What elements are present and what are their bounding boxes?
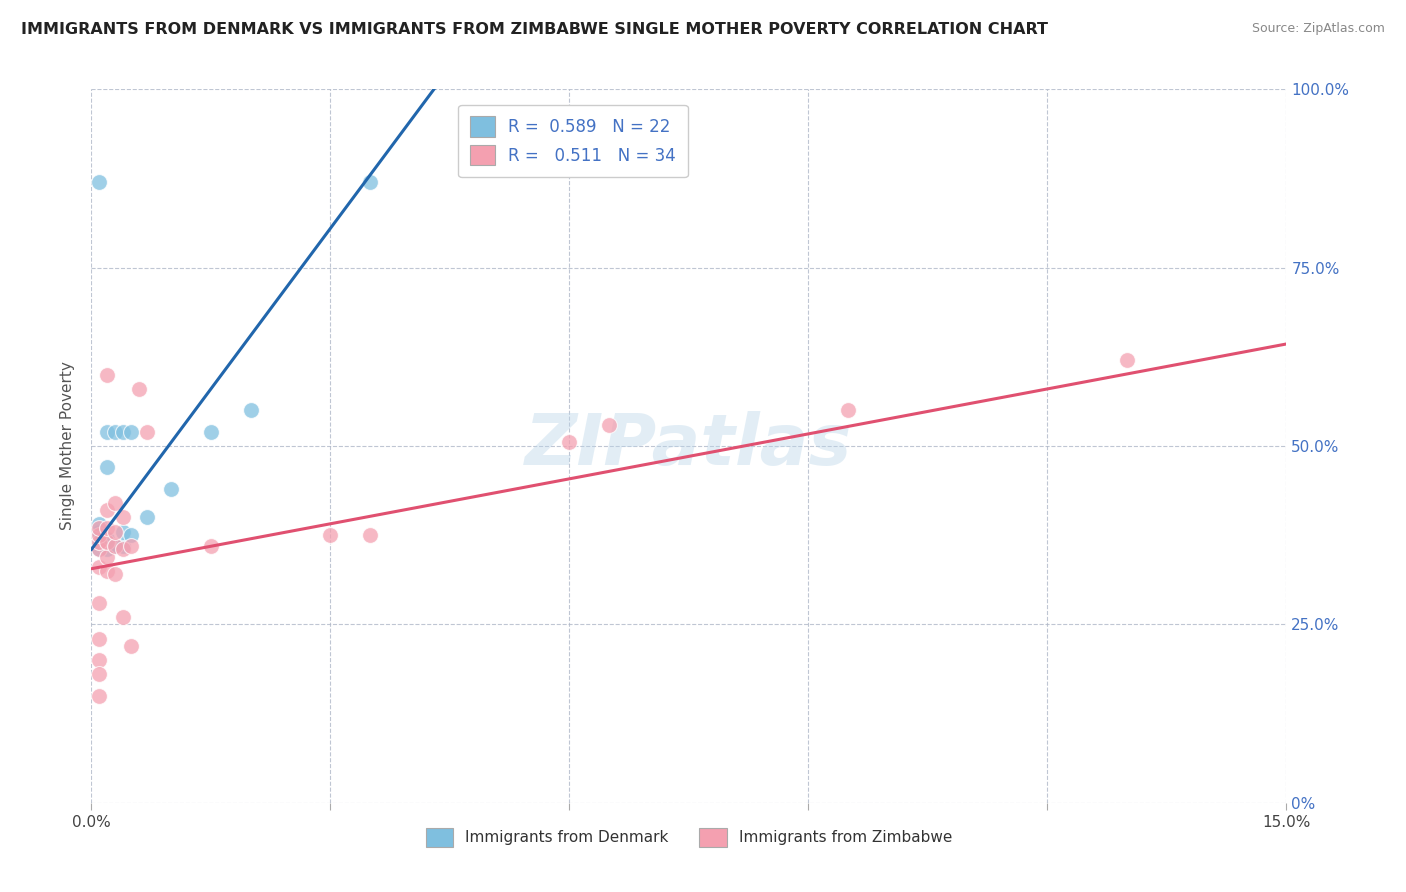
Point (96, 425, 118, 439)
Point (89, 653, 111, 667)
Point (89, 542, 111, 557)
Point (200, 539, 222, 553)
Point (96, 368, 118, 382)
Point (89, 632, 111, 646)
Point (89, 524, 111, 539)
Text: IMMIGRANTS FROM DENMARK VS IMMIGRANTS FROM ZIMBABWE SINGLE MOTHER POVERTY CORREL: IMMIGRANTS FROM DENMARK VS IMMIGRANTS FR… (21, 22, 1047, 37)
Point (136, 510, 159, 524)
Point (160, 482, 183, 496)
Point (112, 524, 135, 539)
Point (89, 535, 111, 549)
Point (96, 503, 118, 517)
Point (96, 532, 118, 546)
Point (112, 510, 135, 524)
Point (104, 539, 127, 553)
Point (96, 521, 118, 535)
Legend: Immigrants from Denmark, Immigrants from Zimbabwe: Immigrants from Denmark, Immigrants from… (416, 819, 962, 855)
Point (120, 528, 142, 542)
Point (89, 542, 111, 557)
Text: Source: ZipAtlas.com: Source: ZipAtlas.com (1251, 22, 1385, 36)
Point (96, 564, 118, 578)
Y-axis label: Single Mother Poverty: Single Mother Poverty (60, 361, 76, 531)
Point (319, 528, 342, 542)
Point (104, 425, 127, 439)
Point (837, 403, 859, 417)
Point (112, 542, 135, 557)
Point (104, 524, 127, 539)
Point (89, 560, 111, 574)
Point (89, 528, 111, 542)
Point (120, 539, 142, 553)
Point (112, 539, 135, 553)
Point (89, 667, 111, 681)
Point (89, 535, 111, 549)
Point (96, 542, 118, 557)
Point (558, 435, 581, 450)
Point (136, 425, 159, 439)
Point (359, 175, 381, 189)
Point (104, 539, 127, 553)
Point (104, 567, 127, 582)
Point (359, 528, 381, 542)
Point (598, 417, 620, 432)
Point (89, 596, 111, 610)
Point (112, 610, 135, 624)
Point (89, 689, 111, 703)
Point (120, 639, 142, 653)
Point (96, 460, 118, 475)
Point (89, 175, 111, 189)
Point (104, 496, 127, 510)
Point (128, 382, 150, 396)
Point (89, 521, 111, 535)
Point (120, 425, 142, 439)
Point (96, 535, 118, 549)
Text: ZIPatlas: ZIPatlas (526, 411, 852, 481)
Point (200, 425, 222, 439)
Point (96, 549, 118, 564)
Point (1116, 353, 1139, 368)
Point (239, 403, 262, 417)
Point (89, 528, 111, 542)
Point (112, 425, 135, 439)
Point (89, 517, 111, 532)
